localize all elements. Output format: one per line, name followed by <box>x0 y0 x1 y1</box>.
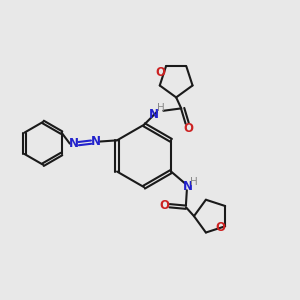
Text: O: O <box>215 221 225 234</box>
Text: N: N <box>149 108 159 122</box>
Text: O: O <box>183 122 193 135</box>
Text: O: O <box>159 199 169 212</box>
Text: H: H <box>157 103 164 113</box>
Text: H: H <box>190 177 198 187</box>
Text: N: N <box>69 137 79 150</box>
Text: O: O <box>155 66 165 80</box>
Text: N: N <box>91 135 100 148</box>
Text: N: N <box>182 180 192 193</box>
